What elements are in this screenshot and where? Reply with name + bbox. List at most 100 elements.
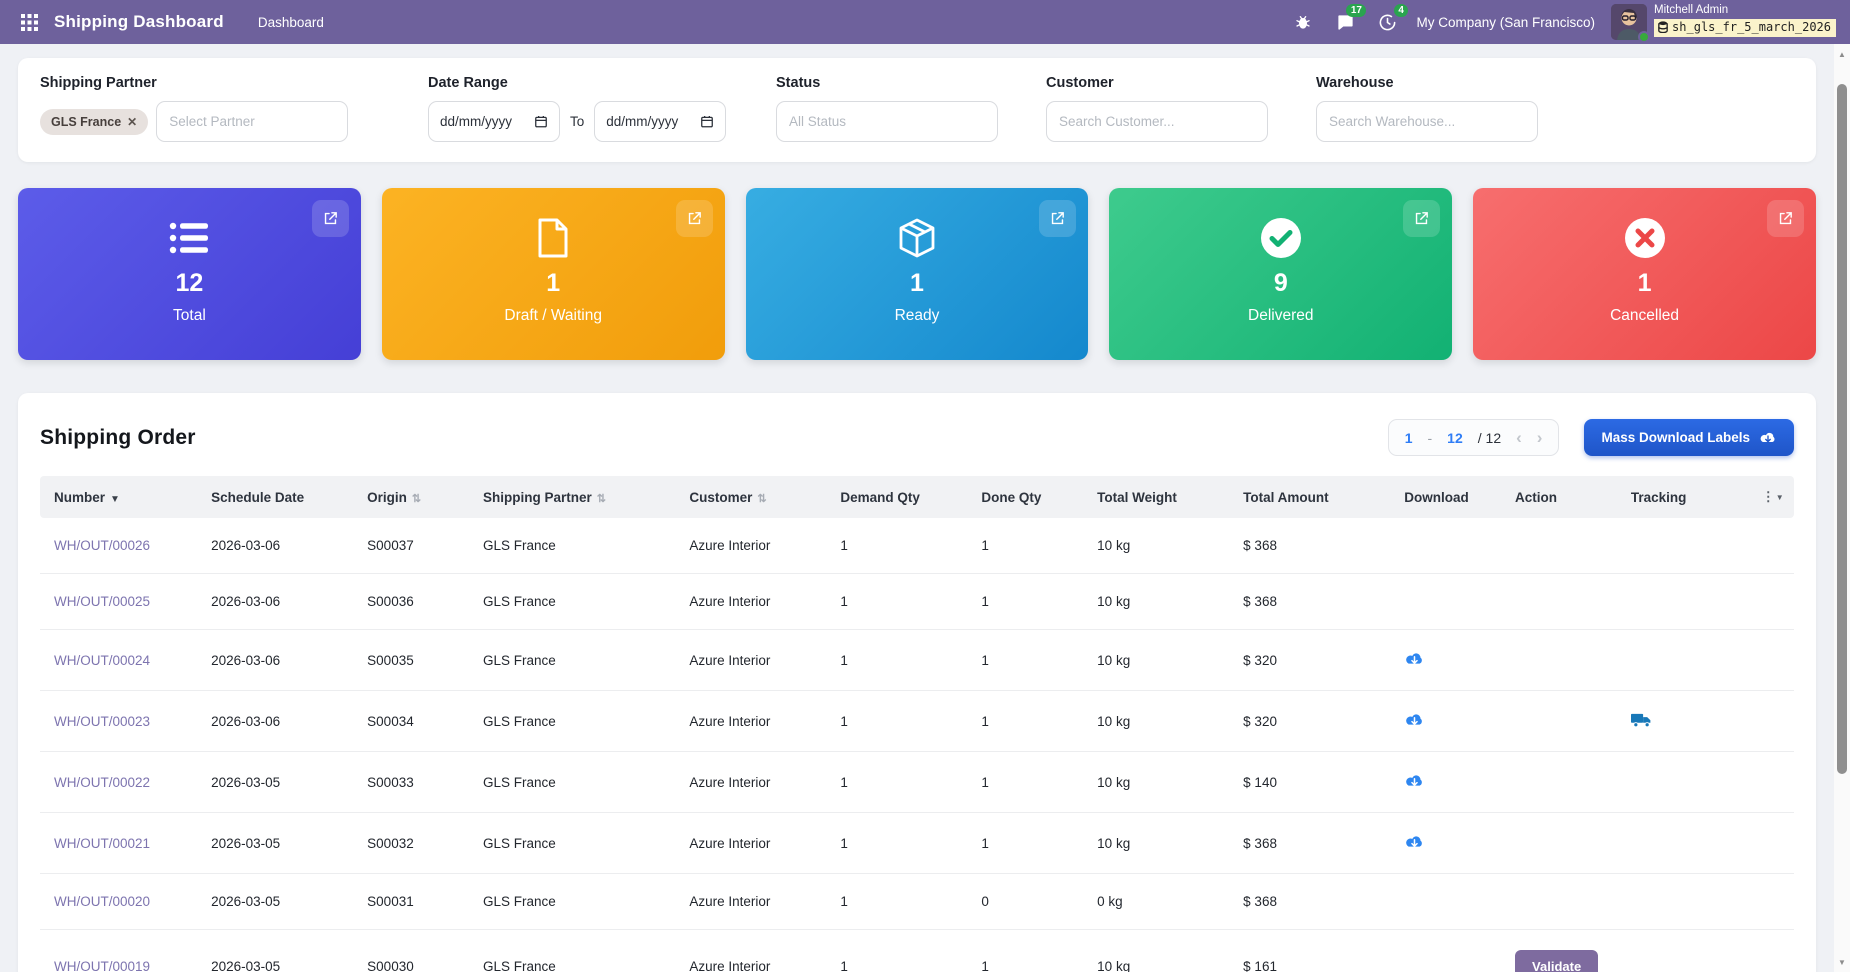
row-options-cell xyxy=(1751,573,1794,630)
page-total: / 12 xyxy=(1477,429,1502,446)
status-input[interactable] xyxy=(776,101,998,142)
stat-card-draft-waiting[interactable]: 1 Draft / Waiting xyxy=(381,188,725,360)
customer-cell: Azure Interior xyxy=(679,929,831,972)
stat-label: Ready xyxy=(894,307,940,324)
schedule-date-cell: 2026-03-05 xyxy=(201,929,358,972)
table-row: WH/OUT/00020 2026-03-05 S00031 GLS France Az… xyxy=(40,873,1794,930)
partner-search-input[interactable] xyxy=(156,101,349,142)
orders-table: Number ▼ Schedule Date Origin ⇅ Shipping Part… xyxy=(40,476,1794,972)
stat-count: 12 xyxy=(175,269,204,297)
vertical-scrollbar[interactable]: ▲ ▼ xyxy=(1834,44,1850,972)
activities-clock-icon[interactable]: 4 xyxy=(1374,4,1409,35)
open-external-icon[interactable] xyxy=(1766,200,1804,237)
customer-label: Customer xyxy=(1046,75,1114,91)
stat-card-cancelled[interactable]: 1 Cancelled xyxy=(1473,188,1816,360)
debug-bug-icon[interactable] xyxy=(1290,9,1316,35)
order-number-link[interactable]: WH/OUT/00023 xyxy=(40,690,202,752)
tracking-cell xyxy=(1620,873,1752,930)
table-row: WH/OUT/00019 2026-03-05 S00030 GLS France Az… xyxy=(40,929,1794,972)
stat-label: Draft / Waiting xyxy=(504,307,602,324)
origin-cell: S00031 xyxy=(357,873,473,930)
total-weight-cell: 0 kg xyxy=(1087,873,1234,930)
download-cell[interactable] xyxy=(1394,812,1506,874)
date-from-input[interactable]: dd/mm/yyyy xyxy=(428,101,561,142)
customer-cell: Azure Interior xyxy=(679,518,831,574)
order-number-link[interactable]: WH/OUT/00026 xyxy=(40,518,202,574)
page-start[interactable]: 1 xyxy=(1404,429,1413,446)
customer-search-input[interactable] xyxy=(1046,101,1268,142)
order-number-link[interactable]: WH/OUT/00025 xyxy=(40,573,202,630)
schedule-date-cell: 2026-03-06 xyxy=(201,690,358,752)
tracking-cell xyxy=(1620,812,1752,874)
column-header-customer[interactable]: Customer ⇅ xyxy=(679,476,831,518)
action-cell xyxy=(1505,751,1621,813)
open-external-icon[interactable] xyxy=(1039,200,1077,237)
demand-qty-cell: 1 xyxy=(830,812,972,874)
warehouse-search-input[interactable] xyxy=(1316,101,1538,142)
column-header-number[interactable]: Number ▼ xyxy=(40,476,202,518)
mass-download-labels-button[interactable]: Mass Download Labels xyxy=(1584,419,1794,456)
tracking-cell xyxy=(1620,573,1752,630)
open-external-icon[interactable] xyxy=(311,200,349,237)
database-badge: sh_gls_fr_5_march_2026 xyxy=(1654,18,1836,38)
column-header-origin[interactable]: Origin ⇅ xyxy=(357,476,473,518)
page-end[interactable]: 12 xyxy=(1447,429,1463,446)
page-dash: - xyxy=(1427,429,1433,446)
prev-page-chevron[interactable]: ‹ xyxy=(1516,428,1522,447)
total-amount-cell: $ 320 xyxy=(1233,690,1395,752)
download-cell[interactable] xyxy=(1394,629,1506,691)
open-external-icon[interactable] xyxy=(1403,200,1441,237)
validate-button[interactable]: Validate xyxy=(1515,950,1599,972)
tracking-cell[interactable] xyxy=(1620,690,1752,752)
scroll-up-arrow[interactable]: ▲ xyxy=(1838,49,1846,59)
download-label-button[interactable] xyxy=(1404,833,1425,850)
total-weight-cell: 10 kg xyxy=(1087,812,1234,874)
date-to-input[interactable]: dd/mm/yyyy xyxy=(594,101,727,142)
menu-dashboard[interactable]: Dashboard xyxy=(257,14,324,30)
download-label-button[interactable] xyxy=(1404,711,1425,728)
apps-grid-icon[interactable] xyxy=(14,7,44,37)
download-label-button[interactable] xyxy=(1404,650,1425,667)
download-cell[interactable] xyxy=(1394,751,1506,813)
tracking-truck-button[interactable] xyxy=(1630,711,1652,728)
done-qty-cell: 0 xyxy=(971,873,1088,930)
order-number-link[interactable]: WH/OUT/00020 xyxy=(40,873,202,930)
scroll-down-arrow[interactable]: ▼ xyxy=(1838,957,1846,967)
column-header-partner[interactable]: Shipping Partner ⇅ xyxy=(472,476,680,518)
open-external-icon[interactable] xyxy=(675,200,713,237)
check-circle-icon xyxy=(1109,215,1452,261)
customer-cell: Azure Interior xyxy=(679,573,831,630)
date-range-label: Date Range xyxy=(428,75,508,91)
total-amount-cell: $ 368 xyxy=(1233,812,1395,874)
stat-card-ready[interactable]: 1 Ready xyxy=(745,188,1089,360)
user-menu[interactable]: Mitchell Admin sh_gls_fr_5_march_2026 xyxy=(1611,4,1836,43)
order-number-link[interactable]: WH/OUT/00024 xyxy=(40,629,202,691)
order-number-link[interactable]: WH/OUT/00021 xyxy=(40,812,202,874)
company-switcher[interactable]: My Company (San Francisco) xyxy=(1416,14,1596,30)
table-row: WH/OUT/00024 2026-03-06 S00035 GLS France Az… xyxy=(40,629,1794,691)
download-cell[interactable] xyxy=(1394,690,1506,752)
action-cell[interactable]: Validate xyxy=(1505,929,1621,972)
remove-tag-icon[interactable]: ✕ xyxy=(127,114,138,129)
page-title: Shipping Order xyxy=(40,425,196,449)
user-name: Mitchell Admin xyxy=(1654,4,1729,16)
column-options-icon[interactable]: ⋮ ▼ xyxy=(1751,476,1794,518)
list-icon xyxy=(18,215,361,261)
scrollbar-thumb[interactable] xyxy=(1837,84,1847,774)
order-number-link[interactable]: WH/OUT/00019 xyxy=(40,929,202,972)
stat-label: Total xyxy=(173,307,206,324)
total-amount-cell: $ 161 xyxy=(1233,929,1395,972)
done-qty-cell: 1 xyxy=(971,751,1088,813)
calendar-icon xyxy=(535,115,547,128)
messages-icon[interactable]: 17 xyxy=(1332,4,1367,35)
stat-card-delivered[interactable]: 9 Delivered xyxy=(1109,188,1453,360)
stat-card-total[interactable]: 12 Total xyxy=(18,188,361,360)
order-number-link[interactable]: WH/OUT/00022 xyxy=(40,751,202,813)
app-title[interactable]: Shipping Dashboard xyxy=(54,12,224,31)
demand-qty-cell: 1 xyxy=(830,573,972,630)
partner-tag: GLS France ✕ xyxy=(40,108,149,135)
download-label-button[interactable] xyxy=(1404,772,1425,789)
origin-cell: S00034 xyxy=(357,690,473,752)
column-header-action: Action xyxy=(1505,476,1621,518)
next-page-chevron[interactable]: › xyxy=(1536,428,1543,447)
